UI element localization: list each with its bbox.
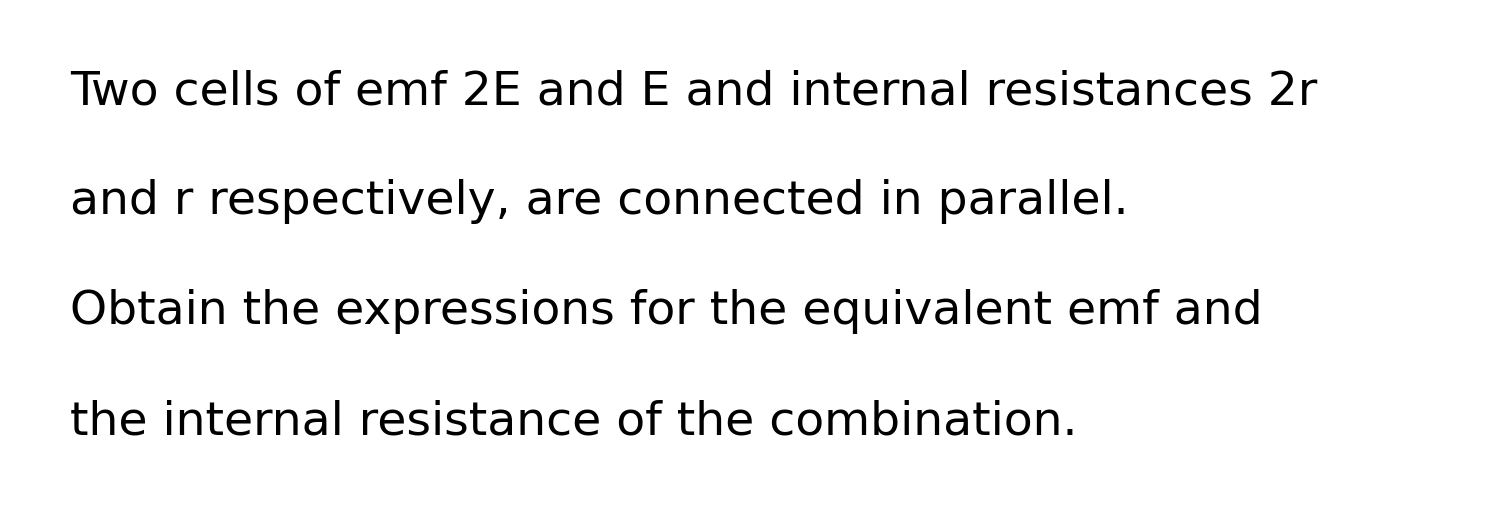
Text: Obtain the expressions for the equivalent emf and: Obtain the expressions for the equivalen… xyxy=(70,289,1263,334)
Text: the internal resistance of the combination.: the internal resistance of the combinati… xyxy=(70,399,1078,444)
Text: and r respectively, are connected in parallel.: and r respectively, are connected in par… xyxy=(70,179,1130,224)
Text: Two cells of emf 2E and E and internal resistances 2r: Two cells of emf 2E and E and internal r… xyxy=(70,69,1318,114)
